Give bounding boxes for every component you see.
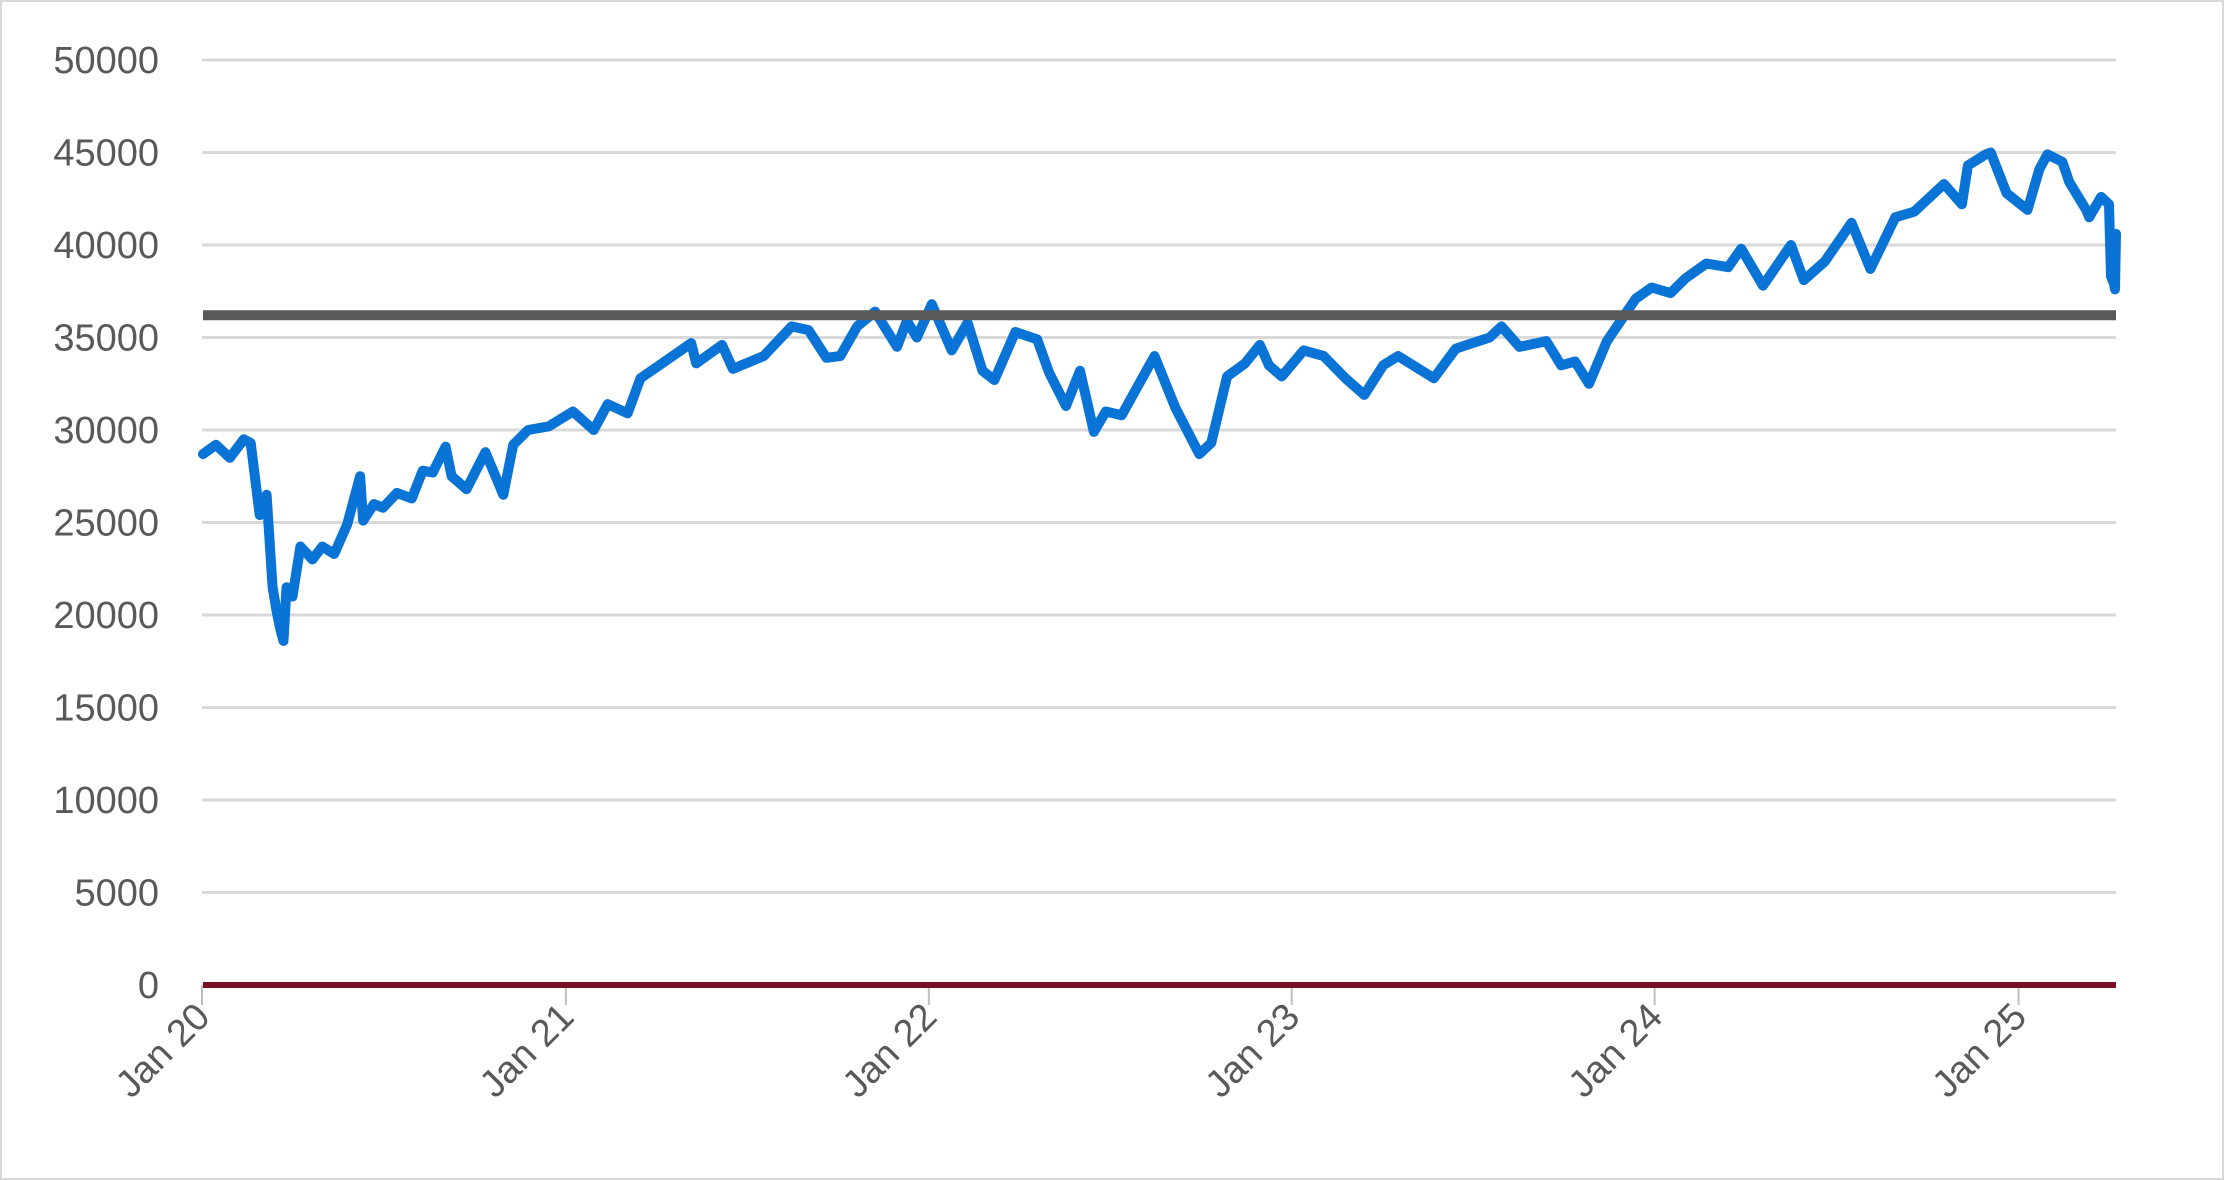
x-tick-label: Jan 24 [1561,996,1671,1106]
y-tick-label: 20000 [53,595,159,637]
y-tick-label: 5000 [74,873,159,915]
series-lines [198,147,2121,988]
x-axis: Jan 20 Jan 21 Jan 22 Jan 23 Jan 24 Jan 25 [108,984,2116,1106]
gridlines [202,58,2116,894]
x-tick-label: Jan 22 [835,996,945,1106]
y-tick-label: 0 [138,965,159,1007]
y-tick-label: 50000 [53,40,159,82]
x-tick-label: Jan 23 [1198,996,1308,1106]
x-tick-label: Jan 21 [472,996,582,1106]
x-tick-label: Jan 25 [1925,996,2035,1106]
y-tick-label: 10000 [53,780,159,822]
y-tick-label: 45000 [53,133,159,175]
y-tick-label: 35000 [53,318,159,360]
y-tick-label: 15000 [53,688,159,730]
y-tick-label: 25000 [53,503,159,545]
price-line [198,147,2121,646]
y-tick-label: 30000 [53,410,159,452]
x-tick-label: Jan 20 [108,996,218,1106]
y-axis-tick-labels: 0 5000 10000 15000 20000 25000 30000 35000 40000… [53,40,159,1007]
y-tick-label: 40000 [53,225,159,267]
